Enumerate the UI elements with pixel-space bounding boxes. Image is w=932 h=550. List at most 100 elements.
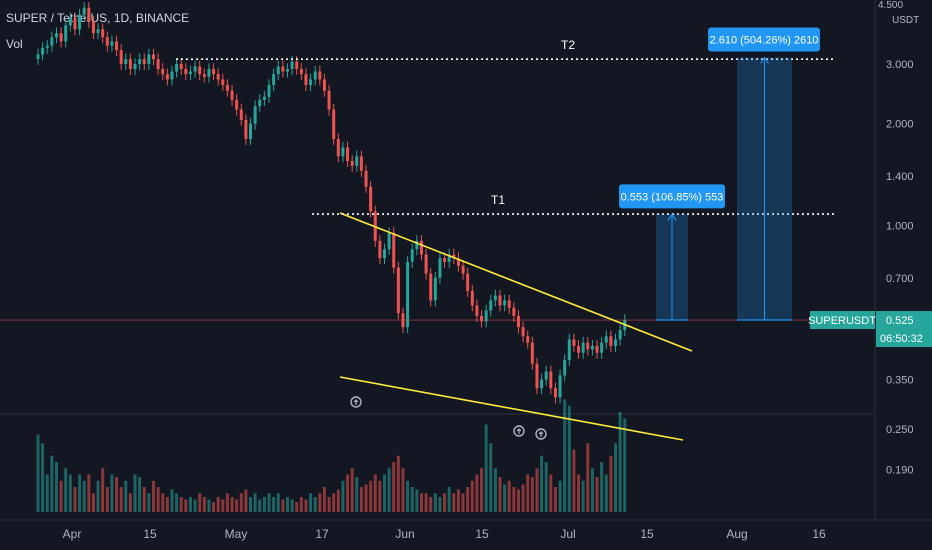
target-label-t2: T2 <box>561 38 575 52</box>
volume-bar <box>267 493 271 512</box>
volume-bar <box>595 477 599 512</box>
volume-bar <box>600 462 604 512</box>
candle-body <box>235 99 239 110</box>
candle-body <box>359 156 363 171</box>
candle-body <box>253 106 257 124</box>
candle-body <box>142 59 146 64</box>
volume-bar <box>614 443 617 512</box>
volume-bar <box>253 493 257 512</box>
volume-bar <box>101 468 105 512</box>
candle-body <box>415 240 419 250</box>
volume-bar <box>507 480 511 512</box>
current-price-badge <box>876 311 932 348</box>
volume-bar <box>299 497 303 512</box>
candle-body <box>225 85 229 91</box>
volume-bar <box>295 502 299 512</box>
candle-body <box>364 170 368 187</box>
candle-body <box>392 232 396 268</box>
volume-bar <box>466 487 470 512</box>
candle-body <box>369 186 373 212</box>
volume-bar <box>503 484 507 512</box>
candle-body <box>600 342 604 353</box>
candle-body <box>119 50 123 64</box>
volume-bar <box>549 474 553 512</box>
volume-bar <box>484 424 488 512</box>
volume-bar <box>138 477 142 512</box>
event-marker-arrow <box>516 428 522 434</box>
measure-arrow-head <box>667 213 677 221</box>
volume-bar <box>272 497 276 512</box>
volume-bar <box>493 468 497 512</box>
candle-body <box>54 33 58 38</box>
candle-body <box>507 300 511 308</box>
candle-body <box>350 160 354 166</box>
volume-bar <box>110 474 114 512</box>
volume-bar <box>175 493 179 512</box>
candle-body <box>322 79 326 91</box>
candle-body <box>521 327 525 337</box>
candle-body <box>115 41 119 51</box>
symbol-badge <box>810 311 875 330</box>
volume-bar <box>567 405 571 512</box>
candle-body <box>184 68 188 75</box>
volume-bar <box>322 487 326 512</box>
candle-body <box>309 79 313 86</box>
volume-bar <box>332 493 336 512</box>
volume-bar <box>489 443 493 512</box>
candle-body <box>87 7 91 22</box>
candle-body <box>614 339 617 346</box>
candle-body <box>424 254 428 274</box>
candle-body <box>161 68 165 75</box>
volume-bar <box>262 497 266 512</box>
volume-bar <box>341 480 345 512</box>
volume-bar <box>36 434 40 512</box>
candle-body <box>73 18 77 30</box>
candle-body <box>156 59 160 69</box>
volume-bar <box>78 474 82 512</box>
candle-body <box>378 240 382 259</box>
event-marker-icon <box>535 428 547 440</box>
candle-body <box>604 336 608 343</box>
volume-bar <box>54 462 58 512</box>
candle-body <box>540 379 544 389</box>
volume-bar <box>419 493 423 512</box>
volume-bar <box>207 499 211 512</box>
volume-bar <box>313 497 317 512</box>
upper-trendline <box>339 212 693 352</box>
candle-body <box>64 25 68 42</box>
volume-bar <box>558 480 562 512</box>
candle-body <box>96 29 100 34</box>
candle-body <box>295 61 299 69</box>
candle-body <box>618 330 622 340</box>
chart-grid <box>0 0 932 521</box>
candle-body <box>406 261 410 328</box>
candle-body <box>290 61 294 69</box>
volume-bar <box>239 493 243 512</box>
price-tick-label: 3.000 <box>886 59 914 71</box>
volume-bar <box>161 493 165 512</box>
volume-bar <box>82 480 86 512</box>
time-tick-label: 17 <box>315 527 329 541</box>
candle-body <box>285 68 289 72</box>
volume-bar <box>68 474 72 512</box>
candle-body <box>563 359 567 376</box>
volume-bar <box>461 493 465 512</box>
candle-body <box>595 345 599 353</box>
volume-bar <box>480 468 484 512</box>
price-tick-label: 1.400 <box>886 171 914 183</box>
candle-body <box>535 363 539 389</box>
price-tick-label: 0.350 <box>886 375 914 387</box>
candle-body <box>110 41 114 46</box>
lower-trendline <box>339 376 684 441</box>
volume-bar <box>152 480 155 512</box>
candle-body <box>207 68 211 77</box>
volume-bar <box>424 493 428 512</box>
candle-body <box>152 54 155 60</box>
volume-bar <box>359 487 363 512</box>
volume-bar <box>530 477 534 512</box>
candle-body <box>299 68 303 75</box>
candle-body <box>91 21 95 34</box>
overlays: T1 T2 0.553 (106.85%) 553 2.610 (504.26%) 2… <box>0 27 875 441</box>
volume-bar <box>438 497 442 512</box>
